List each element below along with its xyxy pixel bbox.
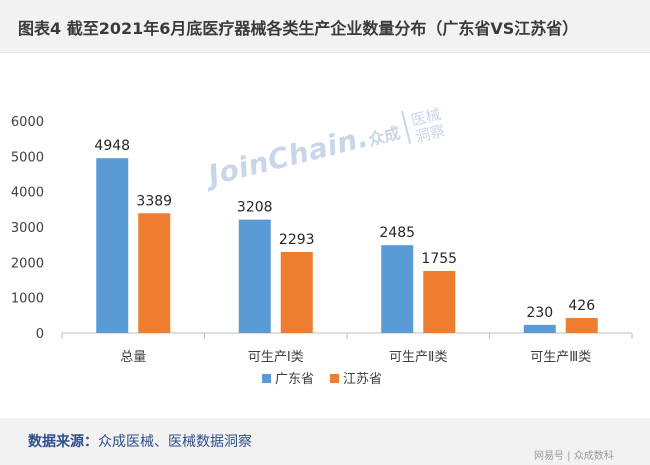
legend-swatch-guangdong <box>262 374 271 383</box>
platform-credit: 网易号 | 众成数科 <box>534 451 614 462</box>
data-label: 2485 <box>379 225 415 241</box>
bar-guangdong <box>238 219 271 333</box>
data-label: 230 <box>526 305 553 321</box>
data-label: 3208 <box>237 200 273 216</box>
chart-title: 图表4 截至2021年6月底医疗器械各类生产企业数量分布（广东省VS江苏省） <box>18 19 579 38</box>
data-label: 2293 <box>279 232 315 248</box>
x-tick-label: 可生产Ⅱ类 <box>389 350 447 365</box>
data-label: 3389 <box>136 193 172 209</box>
watermark-logo: 众成 <box>366 123 403 150</box>
y-tick-label: 4000 <box>11 186 44 201</box>
x-tick-label: 可生产Ⅰ类 <box>248 350 304 365</box>
title-bar: 图表4 截至2021年6月底医疗器械各类生产企业数量分布（广东省VS江苏省） <box>0 0 650 53</box>
source-text: 众成医械、医械数据洞察 <box>98 434 252 450</box>
x-tick-label: 总量 <box>120 350 146 365</box>
bar-jiangsu <box>280 251 313 333</box>
data-label: 4948 <box>94 138 130 154</box>
bar-guangdong <box>523 324 556 333</box>
y-tick-label: 0 <box>36 327 44 342</box>
data-label: 1755 <box>421 251 457 267</box>
data-source: 数据来源：众成医械、医械数据洞察 <box>28 431 252 451</box>
source-label: 数据来源： <box>28 434 98 450</box>
y-tick-label: 2000 <box>11 256 44 271</box>
bar-guangdong <box>96 158 129 333</box>
legend-swatch-jiangsu <box>330 374 339 383</box>
bar-jiangsu <box>565 317 598 333</box>
bar-chart: 0 1000 2000 3000 4000 5000 6000 4948 3389 总量 3208 2… <box>11 115 633 387</box>
legend-label: 江苏省 <box>343 371 382 387</box>
chart-area: 0 1000 2000 3000 4000 5000 6000 4948 3389 总量 3208 2… <box>0 105 650 409</box>
y-tick-label: 3000 <box>11 221 44 236</box>
bar-jiangsu <box>423 270 456 333</box>
x-tick-label: 可生产Ⅲ类 <box>530 350 591 365</box>
data-label: 426 <box>568 298 595 314</box>
footer-band <box>0 418 650 465</box>
y-tick-label: 5000 <box>11 150 44 165</box>
bar-jiangsu <box>138 213 171 333</box>
bar-guangdong <box>381 245 414 333</box>
legend-label: 广东省 <box>275 372 314 387</box>
y-tick-label: 1000 <box>11 292 44 307</box>
y-tick-label: 6000 <box>11 115 44 130</box>
